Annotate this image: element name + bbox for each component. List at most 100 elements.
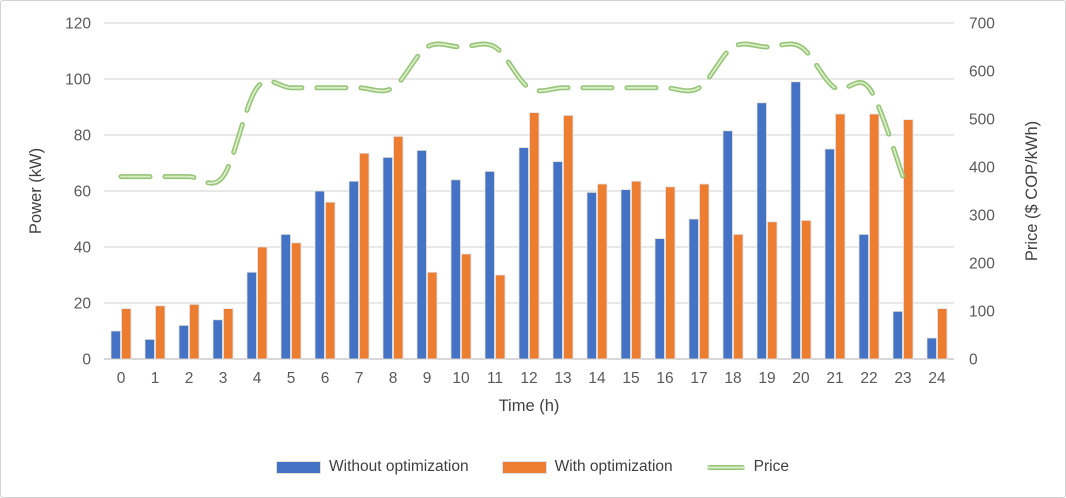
x-axis-tick-21: 21 <box>826 370 843 387</box>
x-axis-tick-20: 20 <box>792 370 810 387</box>
bar-with-optimization-h10[interactable] <box>461 253 472 360</box>
bar-with-optimization-h16[interactable] <box>665 186 676 360</box>
bar-without-optimization-h22[interactable] <box>858 233 869 360</box>
bar-without-optimization-h12[interactable] <box>518 147 529 360</box>
bar-with-optimization-h18[interactable] <box>733 233 744 360</box>
legend-item-without-optimization[interactable]: Without optimization <box>277 458 469 476</box>
bar-with-optimization-h9[interactable] <box>427 271 438 360</box>
bar-without-optimization-h10[interactable] <box>450 179 461 360</box>
x-axis-tick-14: 14 <box>588 370 606 387</box>
bar-with-optimization-h7[interactable] <box>359 152 370 360</box>
right-axis-tick-500: 500 <box>969 112 995 129</box>
bar-without-optimization-h16[interactable] <box>654 238 665 360</box>
bar-with-optimization-h0[interactable] <box>121 308 132 360</box>
x-axis-tick-7: 7 <box>355 370 364 387</box>
right-axis-title: Price ($ COP/kWh) <box>1023 121 1041 261</box>
x-axis-tick-4: 4 <box>253 370 262 387</box>
price-line[interactable] <box>118 41 906 186</box>
x-axis-tick-3: 3 <box>219 370 228 387</box>
bar-without-optimization-h20[interactable] <box>790 81 801 360</box>
bar-without-optimization-h17[interactable] <box>688 218 699 360</box>
left-axis-tick-20: 20 <box>74 296 92 313</box>
x-axis-tick-17: 17 <box>690 370 707 387</box>
x-axis-tick-11: 11 <box>487 370 503 387</box>
bar-without-optimization-h5[interactable] <box>280 233 291 360</box>
x-axis-tick-0: 0 <box>117 370 126 387</box>
bar-with-optimization-h8[interactable] <box>393 135 404 360</box>
x-axis-tick-1: 1 <box>151 370 160 387</box>
legend-item-price[interactable]: Price <box>706 458 789 476</box>
bar-without-optimization-h19[interactable] <box>756 102 767 360</box>
bar-without-optimization-h0[interactable] <box>110 330 121 360</box>
bar-without-optimization-h13[interactable] <box>552 161 563 360</box>
bar-without-optimization-h6[interactable] <box>314 190 325 360</box>
bar-with-optimization-h23[interactable] <box>903 119 914 360</box>
right-axis-tick-400: 400 <box>969 160 995 177</box>
x-axis-tick-5: 5 <box>287 370 296 387</box>
left-axis-tick-100: 100 <box>65 72 91 89</box>
bar-without-optimization-h2[interactable] <box>178 324 189 360</box>
x-axis-tick-12: 12 <box>520 370 537 387</box>
right-axis-tick-700: 700 <box>969 16 995 33</box>
bar-with-optimization-h5[interactable] <box>291 242 302 360</box>
bar-with-optimization-h2[interactable] <box>189 303 200 360</box>
right-axis-tick-0: 0 <box>969 352 978 369</box>
bar-without-optimization-h24[interactable] <box>926 337 937 360</box>
bar-without-optimization-h15[interactable] <box>620 189 631 360</box>
x-axis-tick-19: 19 <box>758 370 775 387</box>
x-axis-title: Time (h) <box>499 397 560 415</box>
x-axis-tick-9: 9 <box>423 370 432 387</box>
bar-with-optimization-h19[interactable] <box>767 221 778 360</box>
x-axis-tick-10: 10 <box>452 370 470 387</box>
bar-with-optimization-h3[interactable] <box>223 308 234 360</box>
x-axis-tick-24: 24 <box>928 370 946 387</box>
legend-swatch-without-optimization <box>277 461 321 473</box>
legend-label-with-optimization: With optimization <box>554 458 673 475</box>
bar-with-optimization-h6[interactable] <box>325 201 336 360</box>
bar-without-optimization-h23[interactable] <box>892 310 903 360</box>
legend-swatch-price-line <box>706 464 745 470</box>
x-axis-tick-8: 8 <box>389 370 398 387</box>
left-axis-tick-80: 80 <box>74 128 92 145</box>
x-axis-tick-15: 15 <box>622 370 639 387</box>
bar-without-optimization-h4[interactable] <box>246 271 257 360</box>
bar-without-optimization-h11[interactable] <box>484 170 495 360</box>
right-axis-tick-200: 200 <box>969 256 995 273</box>
bar-without-optimization-h8[interactable] <box>382 156 393 360</box>
x-axis-tick-6: 6 <box>321 370 330 387</box>
bar-without-optimization-h21[interactable] <box>824 148 835 360</box>
bar-with-optimization-h20[interactable] <box>801 219 812 360</box>
x-axis-tick-13: 13 <box>554 370 571 387</box>
bar-with-optimization-h17[interactable] <box>699 183 710 360</box>
bar-without-optimization-h3[interactable] <box>212 319 223 360</box>
x-axis-tick-16: 16 <box>656 370 673 387</box>
x-axis-tick-2: 2 <box>185 370 194 387</box>
bar-with-optimization-h4[interactable] <box>257 246 268 360</box>
legend-swatch-with-optimization <box>502 461 546 473</box>
bar-without-optimization-h1[interactable] <box>144 338 155 360</box>
bar-without-optimization-h18[interactable] <box>722 130 733 360</box>
price-line-highlight <box>120 43 904 185</box>
bar-without-optimization-h14[interactable] <box>586 191 597 360</box>
bar-with-optimization-h21[interactable] <box>835 113 846 360</box>
legend-item-with-optimization[interactable]: With optimization <box>502 458 673 476</box>
bar-with-optimization-h22[interactable] <box>869 113 880 360</box>
left-axis-tick-60: 60 <box>74 184 92 201</box>
bar-without-optimization-h9[interactable] <box>416 149 427 360</box>
right-axis-tick-600: 600 <box>969 64 995 81</box>
bar-with-optimization-h13[interactable] <box>563 115 574 360</box>
chart-legend: Without optimization With optimization P… <box>1 447 1065 487</box>
right-axis-tick-300: 300 <box>969 208 995 225</box>
bar-with-optimization-h12[interactable] <box>529 112 540 360</box>
bar-without-optimization-h7[interactable] <box>348 180 359 360</box>
bar-with-optimization-h11[interactable] <box>495 274 506 360</box>
legend-label-without-optimization: Without optimization <box>329 458 469 475</box>
bar-with-optimization-h24[interactable] <box>937 308 948 360</box>
bar-with-optimization-h14[interactable] <box>597 183 608 360</box>
x-axis-tick-23: 23 <box>894 370 911 387</box>
left-axis-tick-0: 0 <box>82 352 91 369</box>
bar-with-optimization-h1[interactable] <box>155 305 166 360</box>
bar-with-optimization-h15[interactable] <box>631 180 642 360</box>
